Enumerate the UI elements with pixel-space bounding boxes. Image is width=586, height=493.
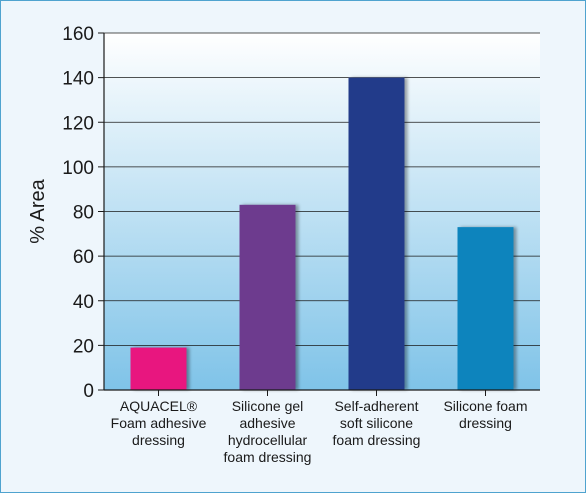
x-category-label: Self-adherent — [334, 398, 418, 414]
x-category-label: Silicone gel — [232, 398, 304, 414]
y-tick-label: 100 — [62, 158, 94, 179]
bars — [130, 77, 514, 390]
x-category-label: soft silicone — [340, 415, 413, 431]
x-category-label: Silicone foam — [443, 398, 527, 414]
y-tick-label: 60 — [73, 247, 94, 268]
y-tick-label: 140 — [62, 69, 94, 90]
bar — [239, 204, 296, 390]
x-category-label: adhesive — [239, 415, 295, 431]
x-category-label: Foam adhesive — [111, 415, 207, 431]
x-category-label: foam dressing — [333, 432, 421, 448]
x-category-label: AQUACEL® — [120, 398, 198, 414]
x-category-label: hydrocellular — [228, 432, 308, 448]
y-tick-label: 40 — [73, 292, 94, 313]
y-tick-label: 160 — [62, 24, 94, 45]
y-tick-label: 80 — [73, 203, 94, 224]
y-tick-label: 120 — [62, 113, 94, 134]
x-category-label: foam dressing — [224, 449, 312, 465]
y-tick-labels: 0 20 40 60 80 100 120 140 160 — [62, 24, 94, 402]
bar — [130, 347, 187, 390]
y-tick-label: 20 — [73, 336, 94, 357]
axes — [98, 32, 540, 396]
y-tick-label: 0 — [83, 381, 94, 402]
bar — [348, 77, 405, 390]
bar — [457, 227, 514, 390]
x-category-label: dressing — [132, 432, 185, 448]
y-axis-title: % Area — [27, 178, 49, 243]
x-category-label: dressing — [459, 415, 512, 431]
